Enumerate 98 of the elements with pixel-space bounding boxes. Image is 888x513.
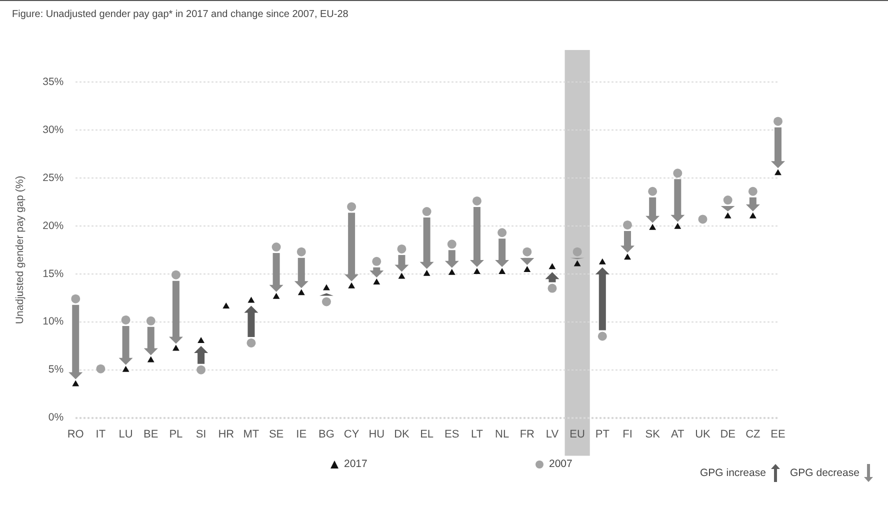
x-tick-label: CY	[344, 428, 360, 440]
legend-label: 2017	[344, 458, 368, 470]
point	[246, 338, 256, 348]
point	[572, 247, 582, 256]
point	[524, 266, 531, 272]
x-tick-label: EE	[770, 428, 786, 440]
point	[624, 254, 631, 260]
x-tick-label: BE	[144, 428, 158, 440]
point	[474, 268, 480, 274]
point	[222, 302, 230, 309]
point	[649, 224, 656, 230]
point	[749, 212, 756, 218]
x-tick-label: IE	[296, 428, 307, 440]
point	[548, 284, 557, 293]
x-tick-label: HR	[218, 428, 234, 440]
point	[598, 258, 606, 264]
point	[71, 294, 80, 304]
point	[171, 270, 180, 280]
x-tick-label: IT	[96, 428, 106, 440]
y-axis-title: Unadjusted gender pay gap (%)	[14, 176, 26, 324]
y-tick-label: 35%	[42, 76, 64, 88]
point	[272, 292, 280, 299]
point	[296, 247, 306, 256]
point	[723, 196, 732, 205]
x-tick-label: UK	[695, 428, 712, 440]
point	[422, 207, 432, 216]
y-tick-label: 15%	[42, 268, 64, 280]
x-tick-label: NL	[495, 428, 510, 440]
x-tick-label: SK	[645, 428, 661, 440]
point	[498, 228, 507, 238]
x-tick-label: DK	[394, 428, 410, 440]
legend-label: 2007	[549, 458, 572, 470]
point	[122, 366, 130, 372]
point	[196, 365, 206, 374]
y-tick-label: 10%	[42, 316, 64, 328]
x-tick-label: HU	[368, 428, 385, 440]
point	[398, 272, 406, 279]
point	[673, 168, 682, 178]
x-tick-label: SI	[196, 428, 206, 440]
x-tick-label: FI	[622, 428, 632, 440]
point	[423, 270, 430, 276]
point	[347, 202, 356, 212]
x-tick-label: PT	[595, 428, 610, 440]
point	[323, 284, 330, 290]
text: GPG decrease	[790, 467, 860, 479]
point	[447, 240, 456, 249]
text: GPG increase	[700, 467, 766, 479]
x-tick-label: SE	[268, 428, 284, 440]
point	[622, 220, 632, 230]
point	[146, 316, 156, 326]
point	[198, 337, 205, 344]
x-tick-label: EU	[570, 428, 586, 440]
point	[748, 186, 758, 196]
point	[674, 222, 682, 229]
point	[372, 256, 382, 266]
point	[298, 289, 305, 296]
point	[698, 214, 708, 224]
point	[774, 169, 782, 176]
point	[373, 278, 380, 285]
point	[548, 263, 556, 270]
chart-title: Figure: Unadjusted gender pay gap* in 2017 and change since 2007, EU-28	[0, 0, 888, 20]
y-tick-label: 20%	[42, 220, 64, 232]
x-tick-label: EL	[420, 428, 434, 440]
y-tick-label: 5%	[48, 364, 64, 376]
x-tick-label: RO	[67, 428, 84, 440]
point	[498, 268, 506, 274]
x-tick-label: PL	[169, 428, 183, 440]
x-tick-label: CZ	[746, 428, 761, 440]
x-tick-label: LV	[546, 428, 560, 440]
point	[121, 315, 130, 324]
point	[248, 296, 255, 303]
x-tick-label: LU	[118, 428, 133, 440]
x-tick-label: ES	[444, 428, 460, 440]
point	[96, 364, 106, 374]
y-tick-label: 30%	[42, 124, 64, 136]
x-tick-label: DE	[720, 428, 736, 440]
point	[648, 186, 658, 196]
point	[147, 356, 154, 362]
x-tick-label: AT	[671, 428, 685, 440]
point	[72, 380, 80, 386]
point	[774, 116, 782, 126]
point	[472, 196, 482, 206]
x-tick-label: FR	[520, 428, 535, 440]
x-tick-label: BG	[318, 428, 334, 440]
y-tick-label: 0%	[48, 412, 64, 424]
point	[724, 212, 732, 218]
point	[448, 268, 456, 275]
point	[272, 242, 281, 252]
y-tick-label: 25%	[42, 172, 64, 184]
point	[172, 344, 180, 351]
point	[598, 332, 607, 341]
x-tick-label: MT	[243, 428, 260, 440]
point	[322, 297, 331, 306]
point	[348, 282, 356, 288]
point	[522, 247, 532, 256]
point	[397, 244, 406, 254]
x-tick-label: LT	[470, 428, 484, 440]
point	[574, 260, 581, 266]
